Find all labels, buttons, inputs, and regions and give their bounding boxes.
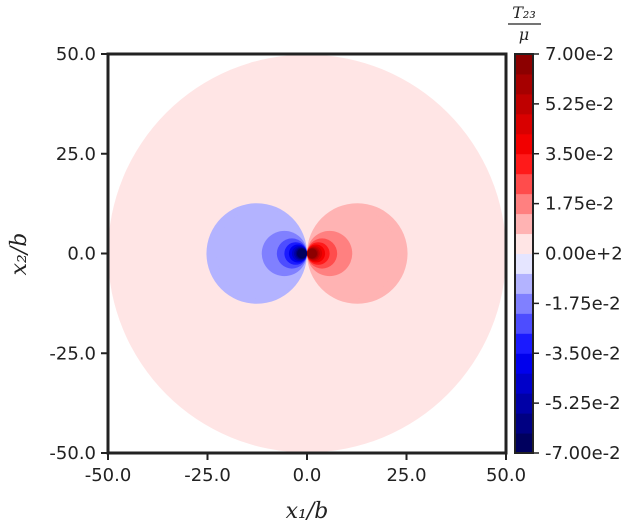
y-axis: -50.0 -25.0 0.0 25.0 50.0 [49,44,108,464]
y-tick-label: 50.0 [56,44,96,65]
colorbar-band [515,373,533,394]
colorbar-band [515,213,533,235]
colorbar-tick-label: 5.25e-2 [545,94,614,115]
colorbar-tick-label: -7.00e-2 [545,443,621,464]
colorbar-band [515,133,533,155]
colorbar-band [515,113,533,135]
colorbar-band [515,233,533,254]
colorbar-tick-label: 1.75e-2 [545,194,614,215]
plot-area [106,52,508,455]
contour-band-negative [216,208,307,299]
colorbar-band [515,253,533,274]
colorbar-band [515,353,533,374]
colorbar-tick-label: -5.25e-2 [545,393,621,414]
colorbar-title-denominator: μ [519,25,529,44]
colorbar-band [515,313,533,334]
y-tick-label: -25.0 [49,343,96,364]
colorbar-band [515,293,533,314]
colorbar-tick-label: 7.00e-2 [545,44,614,65]
colorbar-band [515,54,533,75]
colorbar-tick-label: -3.50e-2 [545,343,621,364]
x-axis-label: x₁/b [286,499,329,524]
colorbar-band [515,93,533,115]
colorbar-band [515,173,533,195]
contour-band-positive [307,248,318,259]
colorbar-band [515,273,533,294]
colorbar-title-numerator: T₂₃ [512,3,536,22]
colorbar: 7.00e-2 5.25e-2 3.50e-2 1.75e-2 0.00e+2 -1.75… [508,3,623,464]
x-tick-label: 50.0 [486,465,526,486]
y-tick-label: 0.0 [67,244,96,265]
colorbar-tick-label: 3.50e-2 [545,144,614,165]
contour-band-positive [307,208,398,299]
colorbar-band [515,193,533,215]
colorbar-band [515,153,533,175]
x-tick-label: -25.0 [184,465,231,486]
colorbar-band [515,333,533,354]
contour-band-negative [296,248,307,259]
y-axis-label: x₂/b [7,233,32,276]
x-tick-label: 0.0 [293,465,322,486]
x-axis: -50.0 -25.0 0.0 25.0 50.0 [85,453,526,486]
y-tick-label: 25.0 [56,144,96,165]
y-tick-label: -50.0 [49,443,96,464]
colorbar-band [515,413,533,434]
contour-fill [108,54,506,453]
colorbar-band [515,393,533,414]
colorbar-tick-label: -1.75e-2 [545,293,621,314]
colorbar-tick-label: 0.00e+2 [545,244,623,265]
colorbar-band [515,433,533,454]
colorbar-band [515,73,533,95]
x-tick-label: -50.0 [85,465,132,486]
x-tick-label: 25.0 [386,465,426,486]
